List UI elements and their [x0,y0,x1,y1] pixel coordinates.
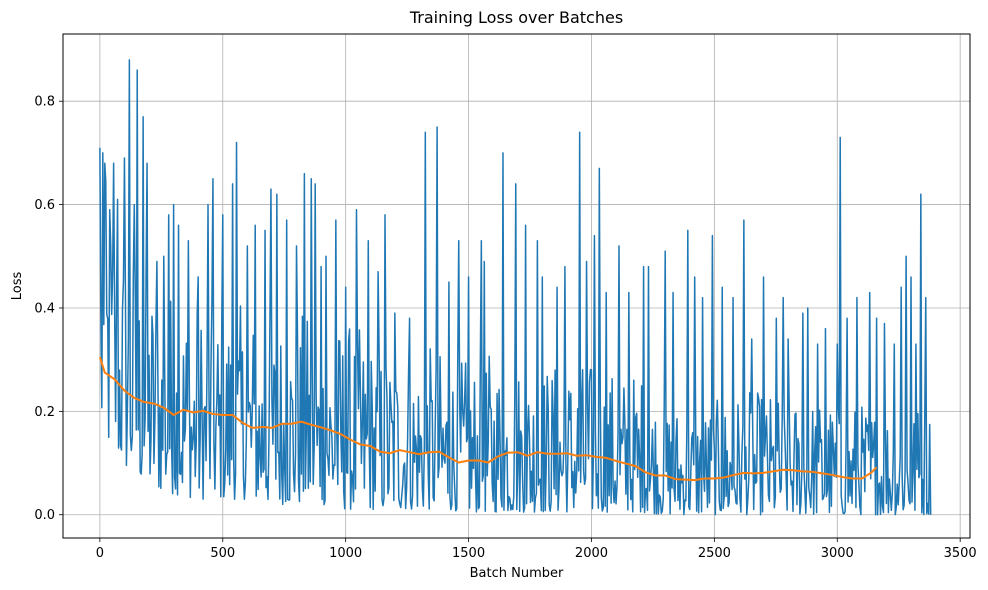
raw-loss-line [99,59,932,516]
y-axis: 0.0 0.2 0.4 0.6 0.8 [34,95,63,523]
x-tick-label: 1000 [329,546,362,561]
y-tick-label: 0.4 [34,301,55,316]
smoothed-loss-line [98,356,878,482]
x-tick-label: 1500 [452,546,485,561]
x-tick-label: 2000 [575,546,608,561]
x-tick-label: 500 [210,546,235,561]
plot-area [98,59,932,516]
plot-frame [62,33,971,539]
y-tick-label: 0.8 [34,95,55,110]
y-tick-label: 0.0 [34,508,55,523]
x-tick-label: 3500 [944,546,977,561]
chart-title: Training Loss over Batches [409,8,623,27]
x-tick-label: 3000 [821,546,854,561]
y-axis-title: Loss [10,272,25,301]
x-tick-label: 2500 [698,546,731,561]
x-axis: 0 500 1000 1500 2000 2500 3000 3500 [96,538,977,561]
y-tick-label: 0.6 [34,198,55,213]
x-tick-label: 0 [96,546,104,561]
y-tick-label: 0.2 [34,405,55,420]
x-axis-title: Batch Number [470,566,564,581]
